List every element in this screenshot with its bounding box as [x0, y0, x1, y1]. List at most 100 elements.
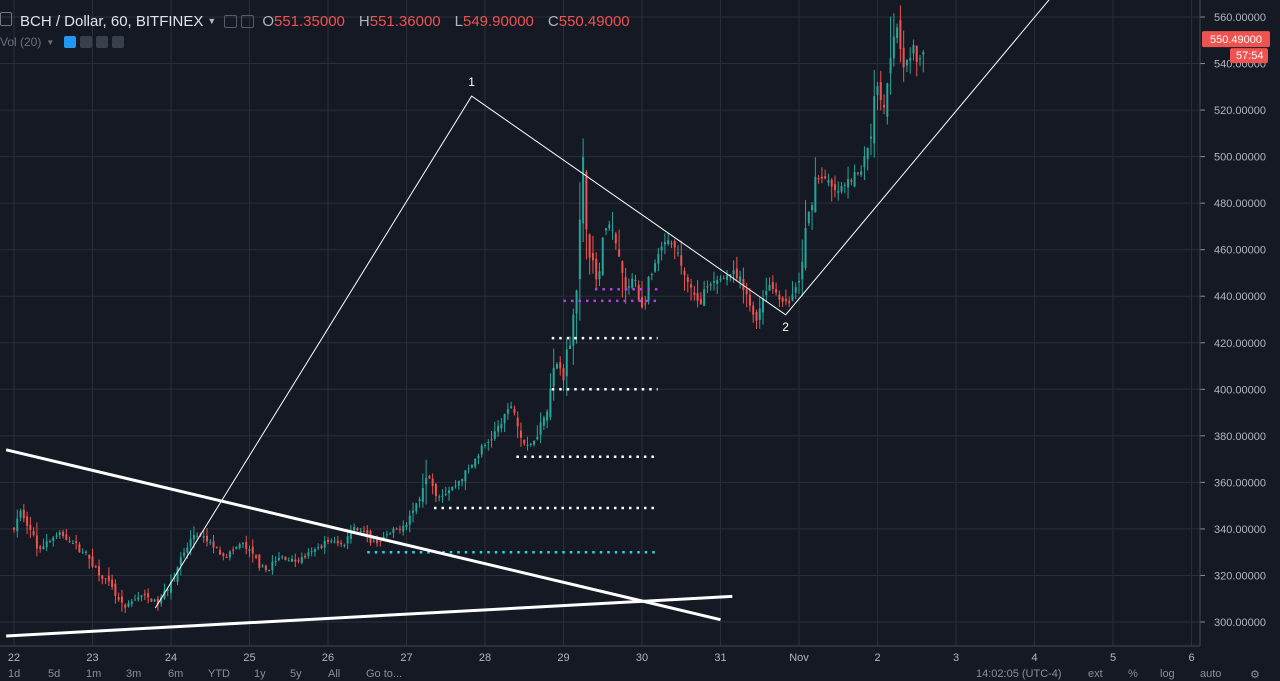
price-axis[interactable]: 300.00000 320.00000 340.00000 360.00000 380.…	[1199, 0, 1270, 646]
range-1y-button[interactable]: 1y	[254, 668, 266, 680]
candle-body	[68, 540, 71, 542]
candle-body	[408, 515, 411, 525]
candle-body	[134, 599, 137, 601]
candle-body	[464, 470, 467, 482]
volume-label[interactable]: Vol (20)	[0, 35, 42, 49]
candle-body	[899, 19, 902, 50]
range-5d-button[interactable]: 5d	[48, 668, 61, 680]
candle-body	[719, 278, 722, 280]
candle-body	[284, 556, 287, 560]
clock-readout[interactable]: 14:02:05 (UTC-4)	[976, 668, 1062, 680]
volume-legend: Vol (20) ▼	[0, 34, 125, 50]
candle-body	[228, 551, 231, 558]
candle-body	[771, 282, 774, 289]
range-5y-button[interactable]: 5y	[290, 668, 302, 680]
candle-body	[58, 532, 61, 535]
candle-body	[546, 411, 549, 421]
candle-body	[415, 503, 418, 512]
candle-body	[114, 583, 117, 596]
range-6m-button[interactable]: 6m	[168, 668, 184, 680]
candle-body	[804, 227, 807, 268]
candle-body	[493, 431, 496, 439]
candle-body	[323, 540, 326, 548]
candle-body	[467, 468, 470, 470]
settings-icon[interactable]	[80, 36, 93, 48]
candle-body	[232, 549, 235, 551]
candle-body	[811, 205, 814, 211]
candle-body	[559, 362, 562, 369]
chevron-down-icon[interactable]: ▼	[207, 16, 217, 26]
add-icon[interactable]	[96, 36, 109, 48]
y-tick-label: 440.00000	[1214, 291, 1266, 303]
candle-body	[817, 178, 820, 180]
candle-body	[192, 534, 195, 540]
candle-body	[768, 285, 771, 291]
candle-body	[722, 278, 725, 280]
chevron-down-icon[interactable]: ▼	[46, 37, 55, 47]
candle-body	[291, 558, 294, 562]
range-all-button[interactable]: All	[328, 668, 341, 680]
candle-body	[340, 542, 343, 545]
candle-body	[238, 544, 241, 549]
candle-body	[78, 544, 81, 553]
candle-body	[670, 243, 673, 245]
range-1d-button[interactable]: 1d	[8, 668, 21, 680]
candle-body	[304, 555, 307, 558]
candle-body	[513, 408, 516, 413]
last-price-text: 550.49000	[1210, 34, 1262, 46]
candle-body	[693, 292, 696, 295]
candle-body	[45, 540, 48, 548]
candle-body	[39, 546, 42, 549]
candle-body	[241, 543, 244, 545]
x-tick-label: Nov	[789, 652, 809, 664]
y-tick-label: 300.00000	[1214, 617, 1266, 629]
candle-body	[673, 241, 676, 248]
candle-body	[461, 479, 464, 482]
auto-toggle[interactable]: auto	[1200, 668, 1222, 680]
collapse-legend-icon[interactable]	[0, 12, 12, 26]
range-3m-button[interactable]: 3m	[126, 668, 142, 680]
high-label: H	[358, 12, 370, 30]
range-1m-button[interactable]: 1m	[86, 668, 102, 680]
candle-series	[13, 5, 925, 613]
candle-body	[470, 464, 473, 468]
wave-line	[154, 0, 1050, 609]
percent-toggle[interactable]: %	[1128, 668, 1138, 680]
candle-body	[451, 486, 454, 491]
candle-body	[248, 549, 251, 552]
hide-icon[interactable]	[241, 14, 255, 28]
drawing-layer[interactable]: 12	[5, 0, 1058, 638]
candle-body	[686, 277, 689, 282]
x-tick-label: 31	[714, 652, 726, 664]
candle-body	[425, 477, 428, 485]
candle-body	[680, 255, 683, 266]
candle-body	[235, 546, 238, 550]
y-tick-label: 480.00000	[1214, 198, 1266, 210]
candle-body	[569, 345, 572, 350]
close-icon[interactable]	[112, 36, 125, 48]
candle-body	[840, 185, 843, 192]
candle-body	[748, 294, 751, 306]
candle-body	[755, 312, 758, 321]
gear-icon[interactable]: ⚙	[1250, 669, 1260, 681]
x-tick-label: 6	[1188, 652, 1194, 664]
log-toggle[interactable]: log	[1160, 668, 1175, 680]
range-ytd-button[interactable]: YTD	[208, 668, 230, 680]
candle-body	[595, 258, 598, 280]
candle-body	[395, 528, 398, 530]
candle-body	[742, 279, 745, 290]
settings-icon[interactable]	[224, 14, 238, 28]
symbol-title[interactable]: BCH / Dollar, 60, BITFINEX	[20, 12, 204, 30]
candle-body	[84, 551, 87, 553]
goto-button[interactable]: Go to...	[366, 668, 403, 680]
candle-body	[405, 524, 408, 527]
ext-toggle[interactable]: ext	[1088, 668, 1103, 680]
candle-body	[156, 598, 159, 605]
candle-body	[614, 233, 617, 244]
candle-body	[853, 172, 856, 187]
candle-body	[212, 541, 215, 548]
eye-icon[interactable]	[64, 36, 77, 48]
candle-body	[438, 496, 441, 498]
low-label: L	[454, 12, 463, 30]
